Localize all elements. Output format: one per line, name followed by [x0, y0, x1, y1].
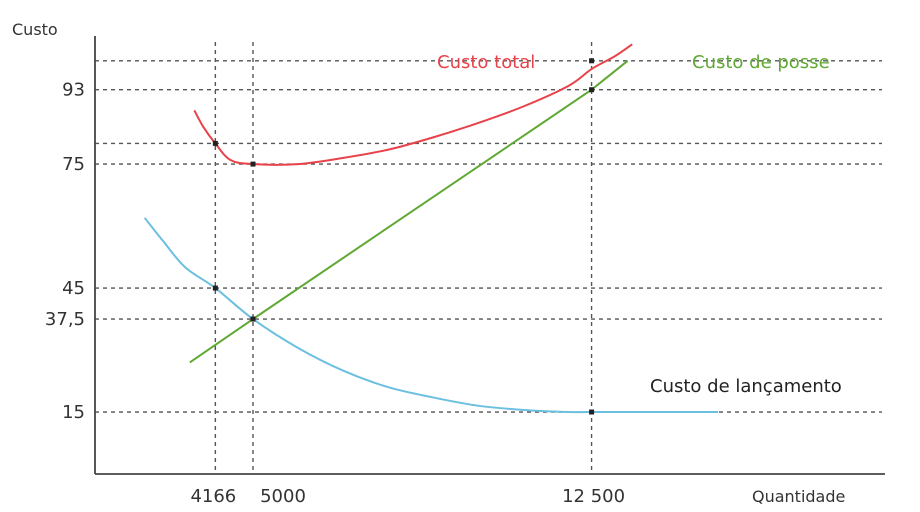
series-label-custo-de-lancamento: Custo de lançamento: [650, 376, 842, 397]
grid: [95, 42, 882, 474]
series-line-custo-total: [193, 43, 633, 166]
points: [212, 58, 595, 415]
data-point: [589, 87, 595, 93]
y-tick-label: 37,5: [45, 309, 85, 330]
y-tick-label: 93: [62, 80, 85, 101]
series-label-custo-de-posse: Custo de posse: [692, 52, 830, 73]
x-tick-label: 12 500: [562, 486, 625, 507]
axes: Custo Quantidade: [12, 20, 885, 506]
data-point: [212, 285, 218, 291]
curve-labels: Custo total Custo de posse Custo de lanç…: [437, 52, 842, 397]
series-line-custo-de-lancamento: [143, 217, 718, 414]
curves: [143, 43, 718, 414]
data-point: [250, 161, 256, 167]
data-point: [589, 409, 595, 415]
x-tick-label: 5000: [260, 486, 306, 507]
series-label-custo-total: Custo total: [437, 52, 535, 73]
data-point: [250, 316, 256, 322]
data-point: [212, 140, 218, 146]
y-tick-label: 45: [62, 278, 85, 299]
y-tick-label: 15: [62, 402, 85, 423]
series-line-custo-de-posse: [189, 60, 629, 364]
tick-labels: 15 37,5 45 75 93 4166 5000 12 500: [45, 80, 625, 507]
data-point: [589, 58, 595, 64]
y-axis-label: Custo: [12, 20, 58, 39]
y-tick-label: 75: [62, 154, 85, 175]
x-axis-label: Quantidade: [752, 487, 845, 506]
x-tick-label: 4166: [190, 486, 236, 507]
